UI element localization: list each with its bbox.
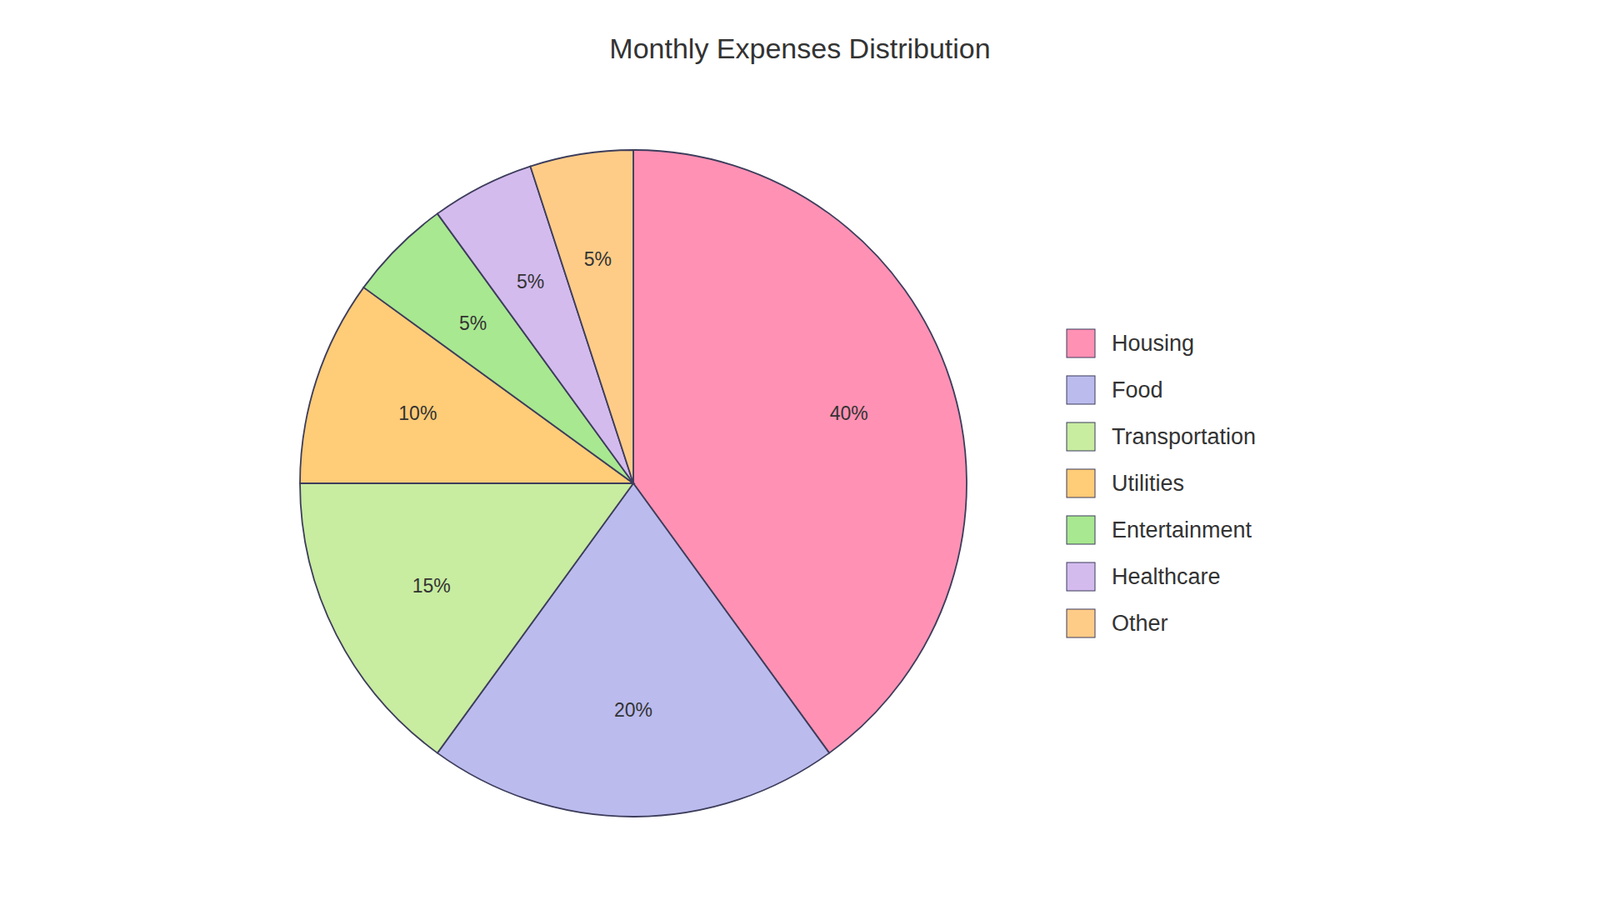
legend-swatch — [1066, 562, 1095, 591]
legend-swatch — [1066, 469, 1095, 498]
legend-label: Healthcare — [1111, 564, 1221, 590]
pie — [300, 150, 967, 817]
legend-label: Housing — [1111, 330, 1195, 356]
data-label: 15% — [412, 575, 451, 597]
legend-item: Entertainment — [1066, 515, 1253, 545]
title: Monthly Expenses Distribution — [609, 32, 990, 65]
legend-label: Utilities — [1111, 470, 1185, 496]
data-label: 10% — [398, 402, 437, 425]
slice — [530, 150, 634, 484]
legend-item: Transportation — [1066, 422, 1256, 451]
legend-swatch — [1066, 609, 1095, 638]
data-label: 20% — [614, 699, 653, 721]
legend-label: Entertainment — [1111, 517, 1253, 543]
slice — [300, 483, 634, 754]
legend: Housing Food Transportation Utilities Entert… — [1066, 329, 1256, 638]
data-label: 5% — [459, 312, 487, 335]
legend-label: Food — [1111, 377, 1164, 403]
data-labels: 40% 20% 15% 10% 5% 5% 5% — [398, 248, 868, 721]
legend-swatch — [1066, 422, 1095, 451]
legend-label: Other — [1111, 610, 1169, 636]
legend-item: Food — [1066, 375, 1164, 405]
legend-item: Other — [1066, 609, 1169, 638]
data-label: 5% — [584, 248, 612, 270]
legend-label: Transportation — [1111, 424, 1256, 450]
chart: Monthly Expenses Distribution 40% 20% 15% 10… — [0, 0, 1600, 900]
legend-item: Utilities — [1066, 469, 1185, 498]
legend-swatch — [1066, 375, 1095, 405]
data-label: 5% — [516, 270, 545, 293]
data-label: 40% — [830, 402, 869, 425]
legend-item: Healthcare — [1066, 562, 1221, 591]
legend-item: Housing — [1066, 329, 1195, 358]
legend-swatch — [1066, 515, 1095, 545]
legend-swatch — [1066, 329, 1095, 358]
